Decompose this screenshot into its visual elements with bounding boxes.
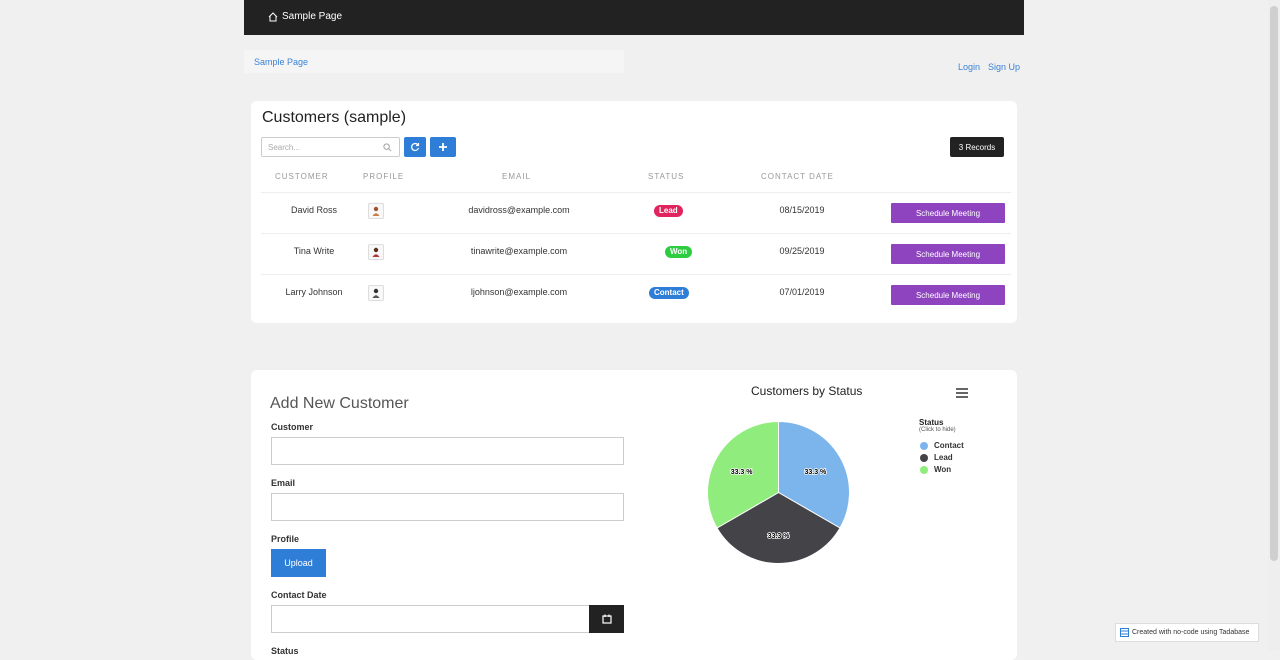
legend-label: Lead xyxy=(934,453,953,462)
email-input[interactable] xyxy=(271,493,624,521)
table-row: Tina Write tinawrite@example.com Won 09/… xyxy=(261,233,1011,274)
legend-subtitle: (Click to hide) xyxy=(919,427,956,433)
legend-dot xyxy=(920,465,928,474)
customer-email: tinawrite@example.com xyxy=(470,246,568,256)
column-header-customer[interactable]: CUSTOMER xyxy=(275,172,329,181)
customer-name: David Ross xyxy=(290,205,337,215)
column-header-status[interactable]: STATUS xyxy=(648,172,685,181)
nav-brand-label: Sample Page xyxy=(282,11,343,22)
add-record-button[interactable] xyxy=(430,137,456,157)
avatar[interactable] xyxy=(368,244,384,260)
status-badge: Contact xyxy=(649,287,689,299)
contact-date: 09/25/2019 xyxy=(779,246,825,256)
nav-brand-link[interactable]: Sample Page xyxy=(268,11,342,22)
plus-icon xyxy=(439,143,447,151)
legend-label: Contact xyxy=(934,441,964,450)
legend-item-lead[interactable]: Lead xyxy=(920,453,953,462)
profile-label: Profile xyxy=(271,534,300,544)
table-row: Larry Johnson ljohnson@example.com Conta… xyxy=(261,274,1011,315)
signup-link[interactable]: Sign Up xyxy=(988,62,1021,72)
pie-slice-contact[interactable] xyxy=(778,420,850,529)
legend-title: Status xyxy=(919,418,944,427)
login-link[interactable]: Login xyxy=(958,62,981,72)
schedule-meeting-button[interactable]: Schedule Meeting xyxy=(891,203,1005,223)
add-customer-card: Add New Customer Customer Email Profile … xyxy=(251,370,1017,660)
status-badge: Won xyxy=(665,246,693,258)
refresh-button[interactable] xyxy=(404,137,426,157)
contact-date-label: Contact Date xyxy=(271,590,327,600)
legend-item-contact[interactable]: Contact xyxy=(920,441,964,450)
form-title: Add New Customer xyxy=(270,395,409,412)
customer-label: Customer xyxy=(271,422,314,432)
breadcrumb-item[interactable]: Sample Page xyxy=(254,57,309,67)
tadabase-badge[interactable]: Created with no-code using Tadabase xyxy=(1115,623,1259,642)
calendar-button[interactable] xyxy=(589,605,624,633)
home-icon xyxy=(268,11,278,21)
customer-email: ljohnson@example.com xyxy=(470,287,568,297)
legend-dot xyxy=(920,441,928,450)
customers-card: Customers (sample) Search... 3 Records C… xyxy=(251,101,1017,323)
customers-title: Customers (sample) xyxy=(262,109,407,126)
schedule-meeting-button[interactable]: Schedule Meeting xyxy=(891,285,1005,305)
avatar[interactable] xyxy=(368,285,384,301)
tadabase-label: Created with no-code using Tadabase xyxy=(1132,629,1250,636)
pie-data-label: 33.3 % xyxy=(804,469,827,476)
column-header-contact-date[interactable]: CONTACT DATE xyxy=(761,172,834,181)
chart-title: Customers by Status xyxy=(751,384,863,398)
refresh-icon xyxy=(411,142,420,152)
top-navbar: Sample Page xyxy=(244,0,1024,35)
records-count-badge: 3 Records xyxy=(950,137,1004,157)
pie-slice-won[interactable] xyxy=(707,420,779,529)
contact-date-input[interactable] xyxy=(271,605,590,633)
page-scrollbar[interactable] xyxy=(1268,0,1280,651)
avatar[interactable] xyxy=(368,203,384,219)
breadcrumb: Sample Page xyxy=(244,50,624,73)
customer-input[interactable] xyxy=(271,437,624,465)
search-icon xyxy=(383,143,392,152)
customer-name: Larry Johnson xyxy=(285,287,343,297)
search-placeholder: Search... xyxy=(268,143,301,152)
contact-date: 07/01/2019 xyxy=(779,287,825,297)
legend-item-won[interactable]: Won xyxy=(920,465,951,474)
search-input[interactable]: Search... xyxy=(261,137,400,157)
status-pie-chart[interactable]: 33.3 % 33.3 % 33.3 % xyxy=(706,420,851,565)
scrollbar-thumb[interactable] xyxy=(1270,6,1278,561)
customer-email: davidross@example.com xyxy=(468,205,570,215)
column-header-profile: PROFILE xyxy=(363,172,405,181)
person-icon xyxy=(372,288,380,298)
customer-name: Tina Write xyxy=(293,246,335,256)
column-header-email[interactable]: EMAIL xyxy=(502,172,532,181)
contact-date: 08/15/2019 xyxy=(779,205,825,215)
pie-data-label: 33.3 % xyxy=(731,469,754,476)
person-icon xyxy=(372,247,380,257)
person-icon xyxy=(372,206,380,216)
status-badge: Lead xyxy=(654,205,683,217)
schedule-meeting-button[interactable]: Schedule Meeting xyxy=(891,244,1005,264)
legend-dot xyxy=(920,453,928,462)
legend-label: Won xyxy=(934,465,952,474)
email-label: Email xyxy=(271,478,296,488)
hamburger-menu-icon[interactable] xyxy=(956,388,968,398)
upload-button[interactable]: Upload xyxy=(271,549,326,577)
tadabase-logo-icon xyxy=(1120,628,1129,637)
calendar-icon xyxy=(601,614,612,624)
status-label: Status xyxy=(271,646,299,656)
table-row: David Ross davidross@example.com Lead 08… xyxy=(261,192,1011,233)
pie-data-label: 33.3 % xyxy=(768,533,791,540)
